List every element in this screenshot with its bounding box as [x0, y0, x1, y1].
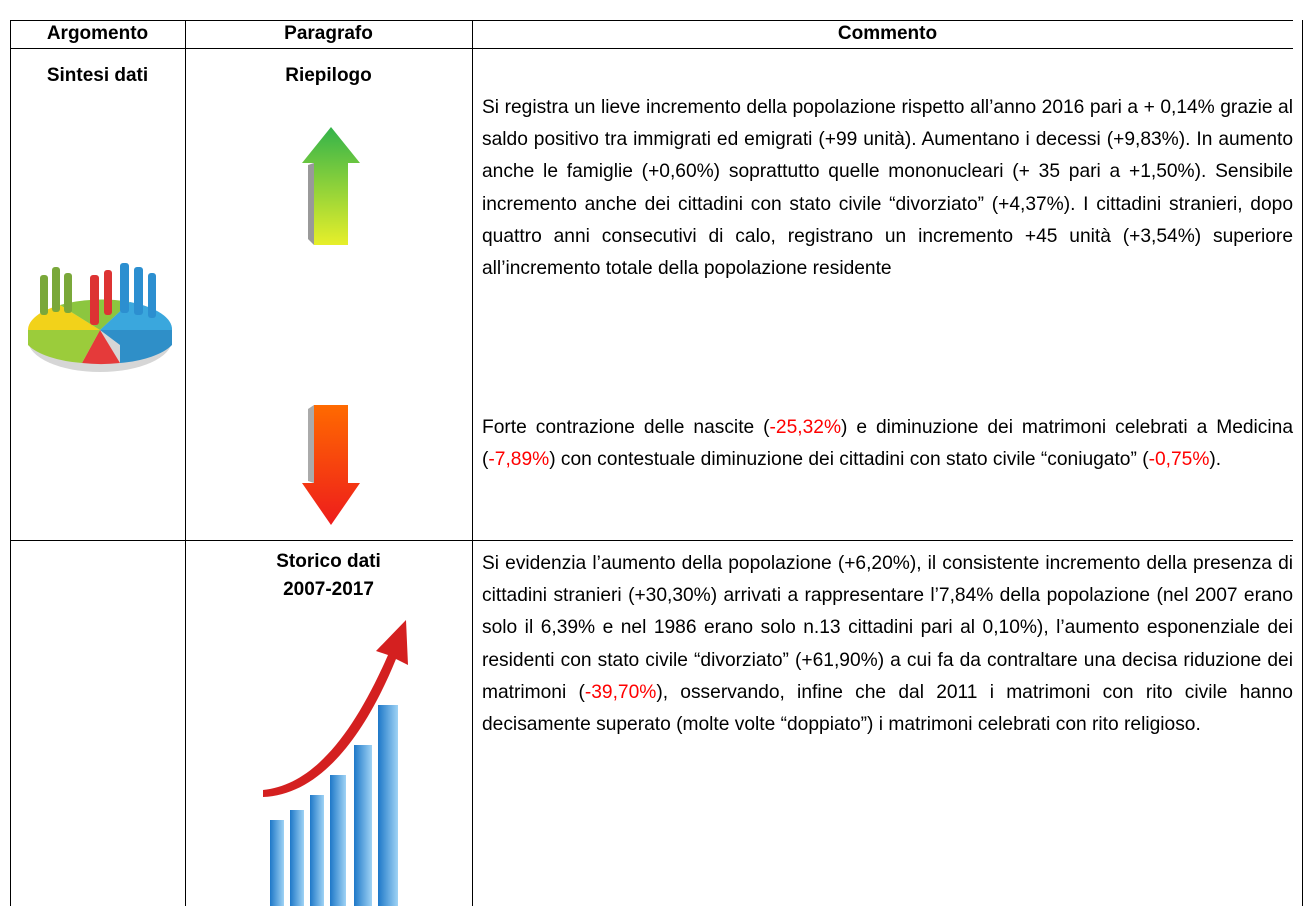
border: [10, 20, 11, 540]
comment-text: Si registra un lieve incremento della po…: [482, 97, 1293, 279]
paragrafo-line: 2007-2017: [185, 576, 472, 604]
border: [185, 20, 186, 906]
people-pie-icon: [20, 245, 180, 380]
paragrafo-line: Riepilogo: [185, 62, 472, 90]
comment-paragraph: Forte contrazione delle nascite (-25,32%…: [482, 412, 1293, 476]
down-arrow-icon: [300, 403, 362, 528]
highlight-text: -25,32%: [770, 417, 841, 438]
comment-text: Forte contrazione delle nascite (: [482, 417, 770, 438]
header: Argomento: [10, 20, 185, 48]
header: Paragrafo: [185, 20, 472, 48]
page: Argomento Paragrafo Commento Sintesi dat…: [0, 0, 1304, 906]
border: [472, 20, 473, 906]
border: [10, 540, 1293, 541]
highlight-text: -7,89%: [488, 449, 549, 470]
comment-text: ).: [1209, 449, 1221, 470]
paragrafo: Riepilogo: [185, 62, 472, 90]
highlight-text: -0,75%: [1149, 449, 1210, 470]
comment-text: Si evidenzia l’aumento della popolazione…: [482, 553, 1293, 703]
comment-text: ) con contestuale diminuzione dei cittad…: [549, 449, 1148, 470]
border: [1302, 20, 1303, 906]
highlight-text: -39,70%: [585, 682, 656, 703]
up-arrow-icon: [300, 125, 362, 247]
paragrafo-line: Storico dati: [185, 548, 472, 576]
argomento: Sintesi dati: [10, 62, 185, 90]
header: Commento: [472, 20, 1303, 48]
bar-chart-icon: [258, 615, 408, 906]
border: [10, 540, 11, 906]
comment-paragraph: Si registra un lieve incremento della po…: [482, 92, 1293, 285]
comment-paragraph: Si evidenzia l’aumento della popolazione…: [482, 548, 1293, 741]
border: [10, 48, 1293, 49]
